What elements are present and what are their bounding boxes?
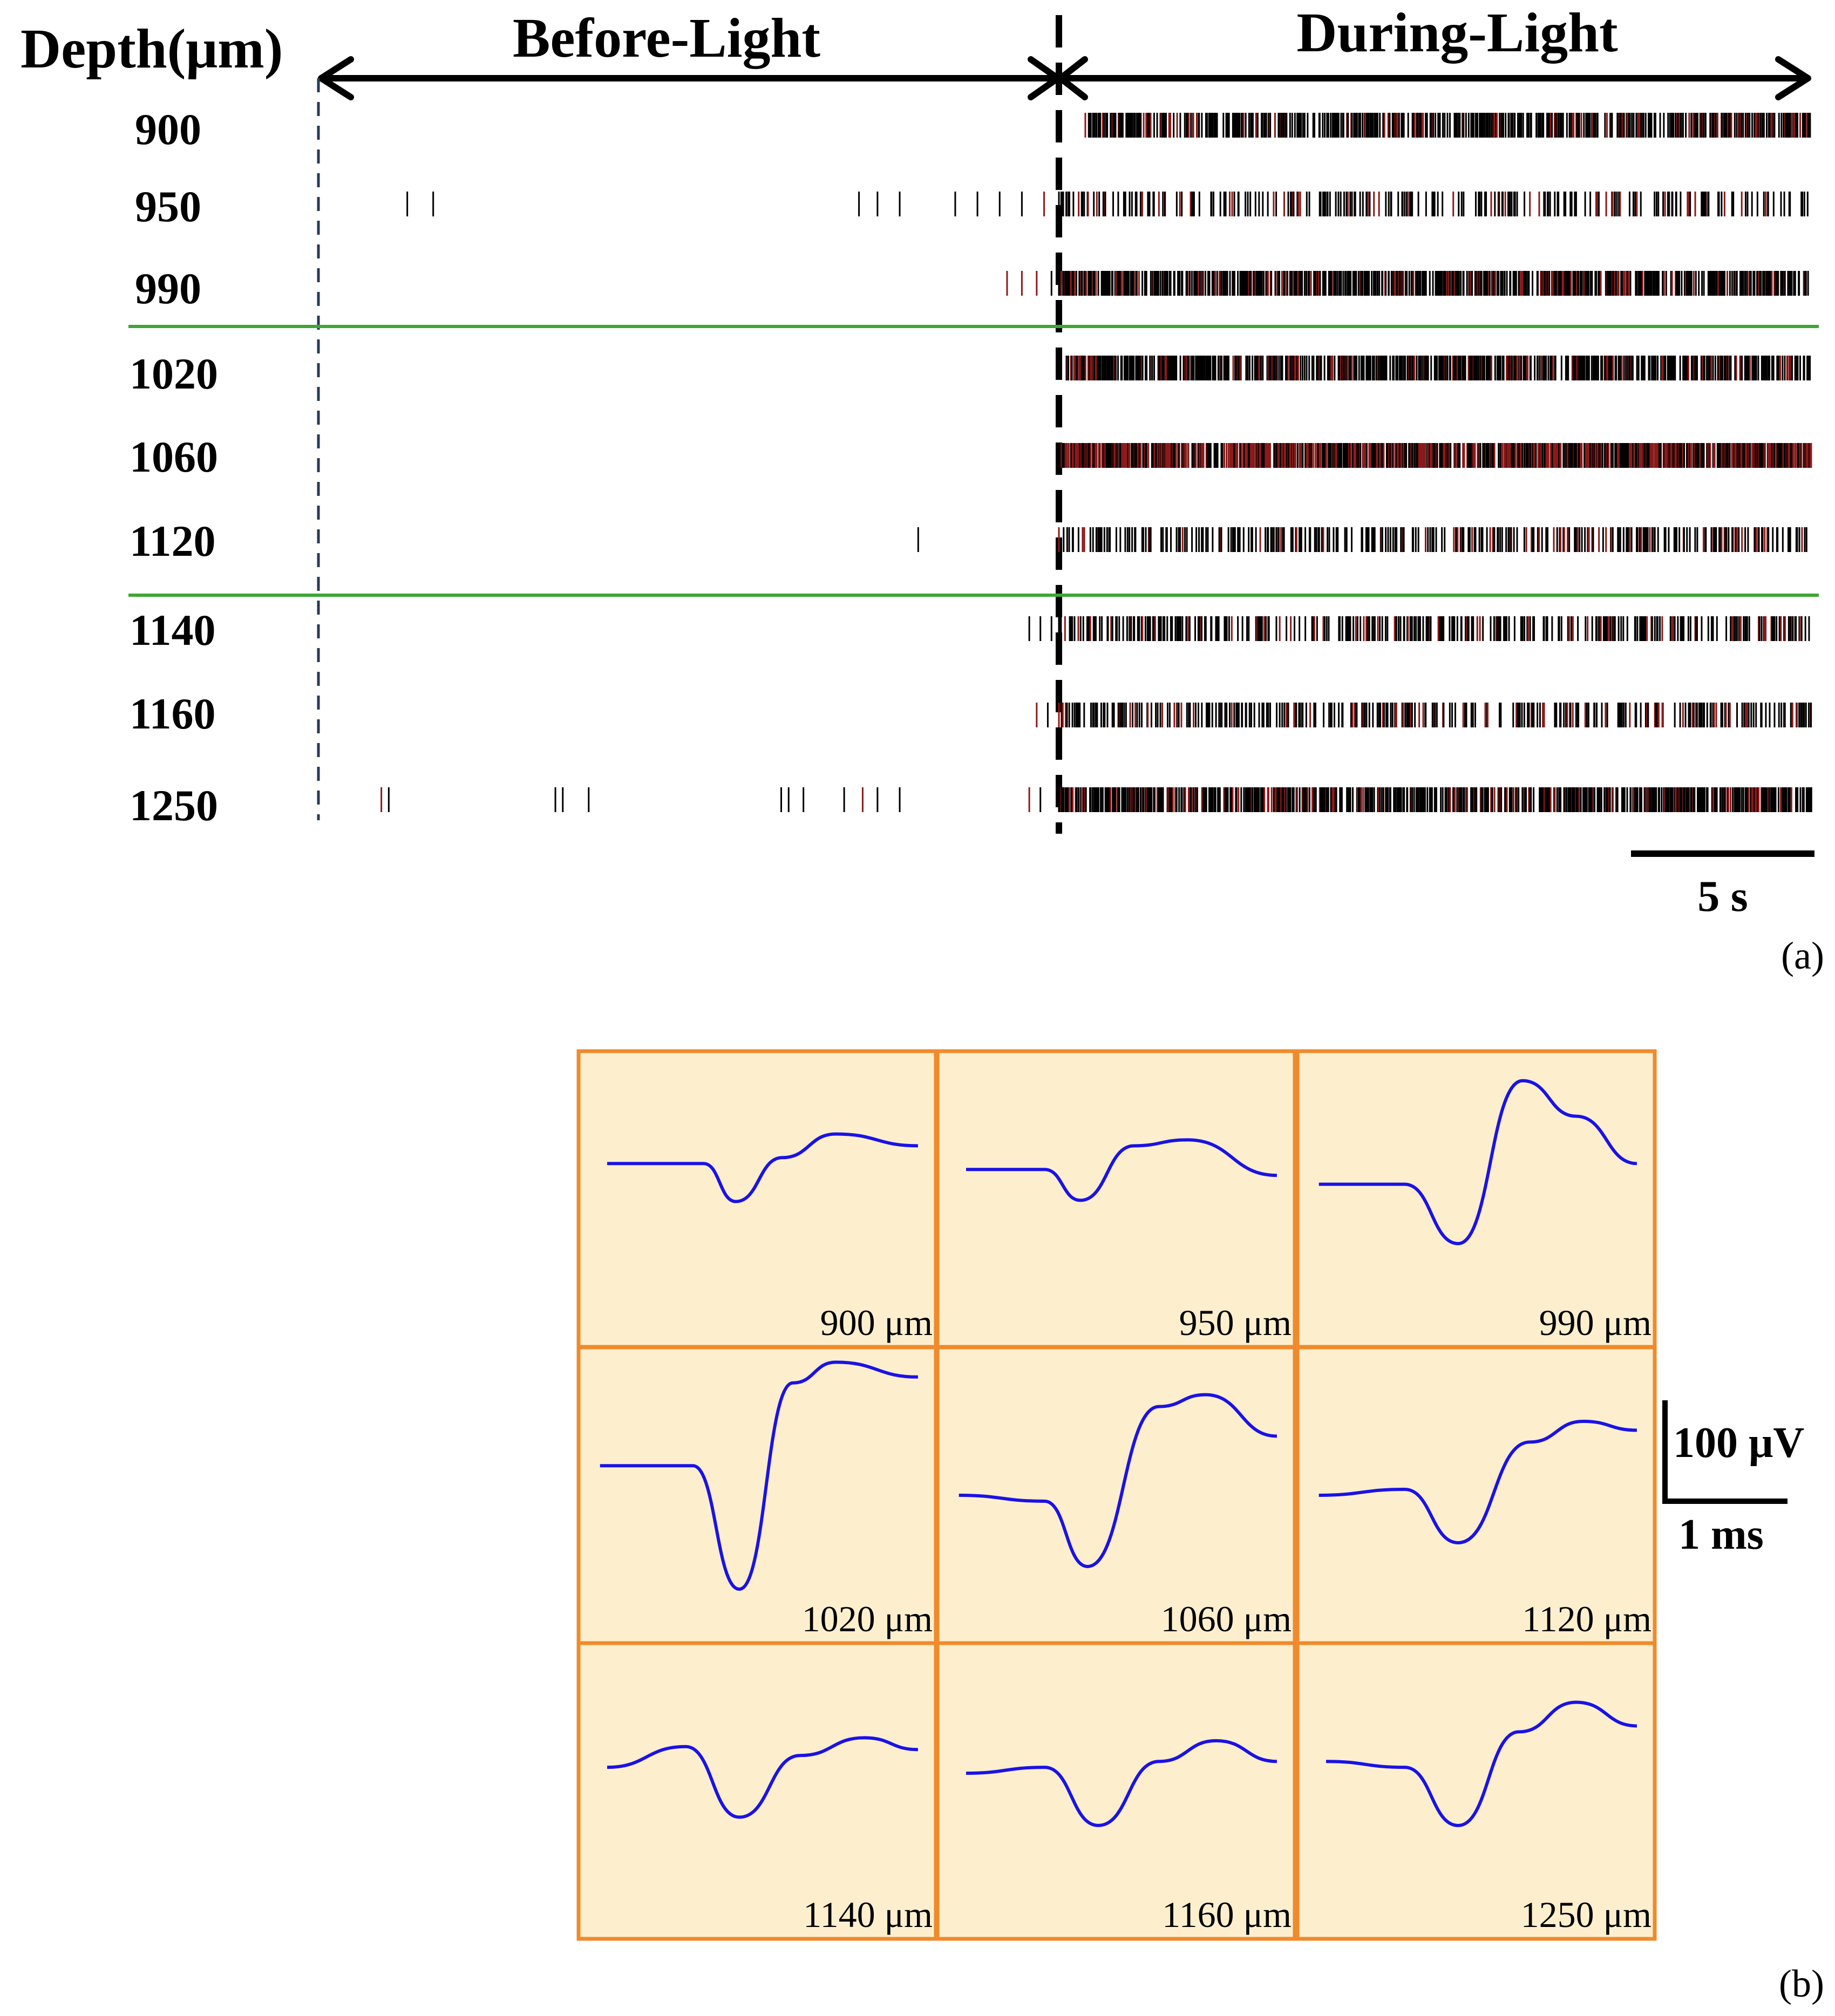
waveform-trace (1326, 1700, 1637, 1828)
spike-train-row (1036, 703, 1812, 727)
spike-train-row (1058, 443, 1812, 468)
waveform-tile: 1120 μm (1295, 1345, 1657, 1645)
waveform-depth-label: 1020 μm (802, 1598, 933, 1639)
waveform-tile: 1020 μm (576, 1345, 938, 1645)
spike-train-row (1006, 271, 1809, 296)
waveform-depth-label: 990 μm (1539, 1302, 1652, 1343)
voltage-scale-label: 100 μV (1673, 1419, 1804, 1467)
before-light-label: Before-Light (513, 7, 820, 69)
waveform-panel: 900 μm 950 μm 990 μm 1020 μm 1060 μm 1120 μm 1… (576, 1049, 1824, 2005)
time-scale-label: 5 s (1697, 871, 1748, 921)
waveform-depth-label: 1060 μm (1161, 1598, 1292, 1639)
waveform-scale-bar (1662, 1400, 1788, 1504)
depth-label: 1060 (130, 432, 218, 481)
spike-trains (380, 113, 1812, 812)
panel-b-tag: (b) (1779, 1962, 1824, 2005)
waveform-depth-label: 950 μm (1179, 1302, 1292, 1343)
waveform-trace (1319, 1079, 1637, 1245)
waveform-tile: 990 μm (1295, 1049, 1657, 1349)
waveform-tile: 950 μm (935, 1049, 1297, 1349)
depth-label: 1140 (130, 605, 215, 655)
spike-train-row (917, 527, 1807, 552)
raster-panel: Depth(μm) Before-Light During-Light 900 … (21, 2, 1824, 977)
depth-axis-title: Depth(μm) (21, 18, 283, 80)
depth-label: 1020 (130, 349, 218, 398)
waveform-grid: 900 μm 950 μm 990 μm 1020 μm 1060 μm 1120 μm 1… (576, 1049, 1657, 1941)
spike-train-row (380, 787, 1812, 812)
waveform-depth-label: 1160 μm (1162, 1894, 1292, 1935)
waveform-trace (959, 1393, 1277, 1569)
waveform-trace (966, 1739, 1277, 1827)
waveform-tile-frame (1295, 1345, 1657, 1645)
spike-train-row (1084, 113, 1811, 138)
depth-label: 950 (135, 182, 201, 231)
waveform-tile-frame (576, 1049, 938, 1349)
panel-a-tag: (a) (1781, 934, 1824, 977)
waveform-tile: 1250 μm (1295, 1641, 1657, 1941)
depth-label: 1120 (130, 516, 215, 566)
waveform-tile-frame (935, 1641, 1297, 1941)
waveform-depth-label: 1120 μm (1522, 1598, 1652, 1639)
waveform-tile: 1060 μm (935, 1345, 1297, 1645)
depth-label: 1250 (130, 781, 218, 830)
depth-label: 1160 (130, 689, 215, 738)
waveform-trace (607, 1736, 918, 1819)
waveform-tile-frame (935, 1049, 1297, 1349)
waveform-trace (1319, 1419, 1637, 1545)
spike-train-row (406, 192, 1809, 216)
waveform-trace (607, 1132, 918, 1203)
spike-train-row (1065, 356, 1811, 380)
waveform-tile: 1140 μm (576, 1641, 938, 1941)
waveform-depth-label: 900 μm (820, 1302, 933, 1343)
waveform-trace (600, 1360, 918, 1591)
waveform-depth-label: 1140 μm (803, 1894, 933, 1935)
waveform-trace (966, 1138, 1277, 1202)
time-scale-label-b: 1 ms (1678, 1511, 1764, 1558)
waveform-tile: 900 μm (576, 1049, 938, 1349)
spike-train-row (1028, 616, 1810, 641)
depth-labels: 900 950 990 1020 1060 1120 1140 1160 125… (130, 105, 218, 830)
depth-label: 900 (135, 105, 201, 154)
waveform-tile-frame (576, 1641, 938, 1941)
waveform-depth-label: 1250 μm (1521, 1894, 1652, 1935)
waveform-tile-frame (1295, 1641, 1657, 1941)
waveform-tile-frame (935, 1345, 1297, 1645)
during-light-arrow (1057, 56, 1811, 100)
waveform-tile: 1160 μm (935, 1641, 1297, 1941)
depth-label: 990 (135, 264, 201, 313)
during-light-label: During-Light (1296, 2, 1618, 64)
